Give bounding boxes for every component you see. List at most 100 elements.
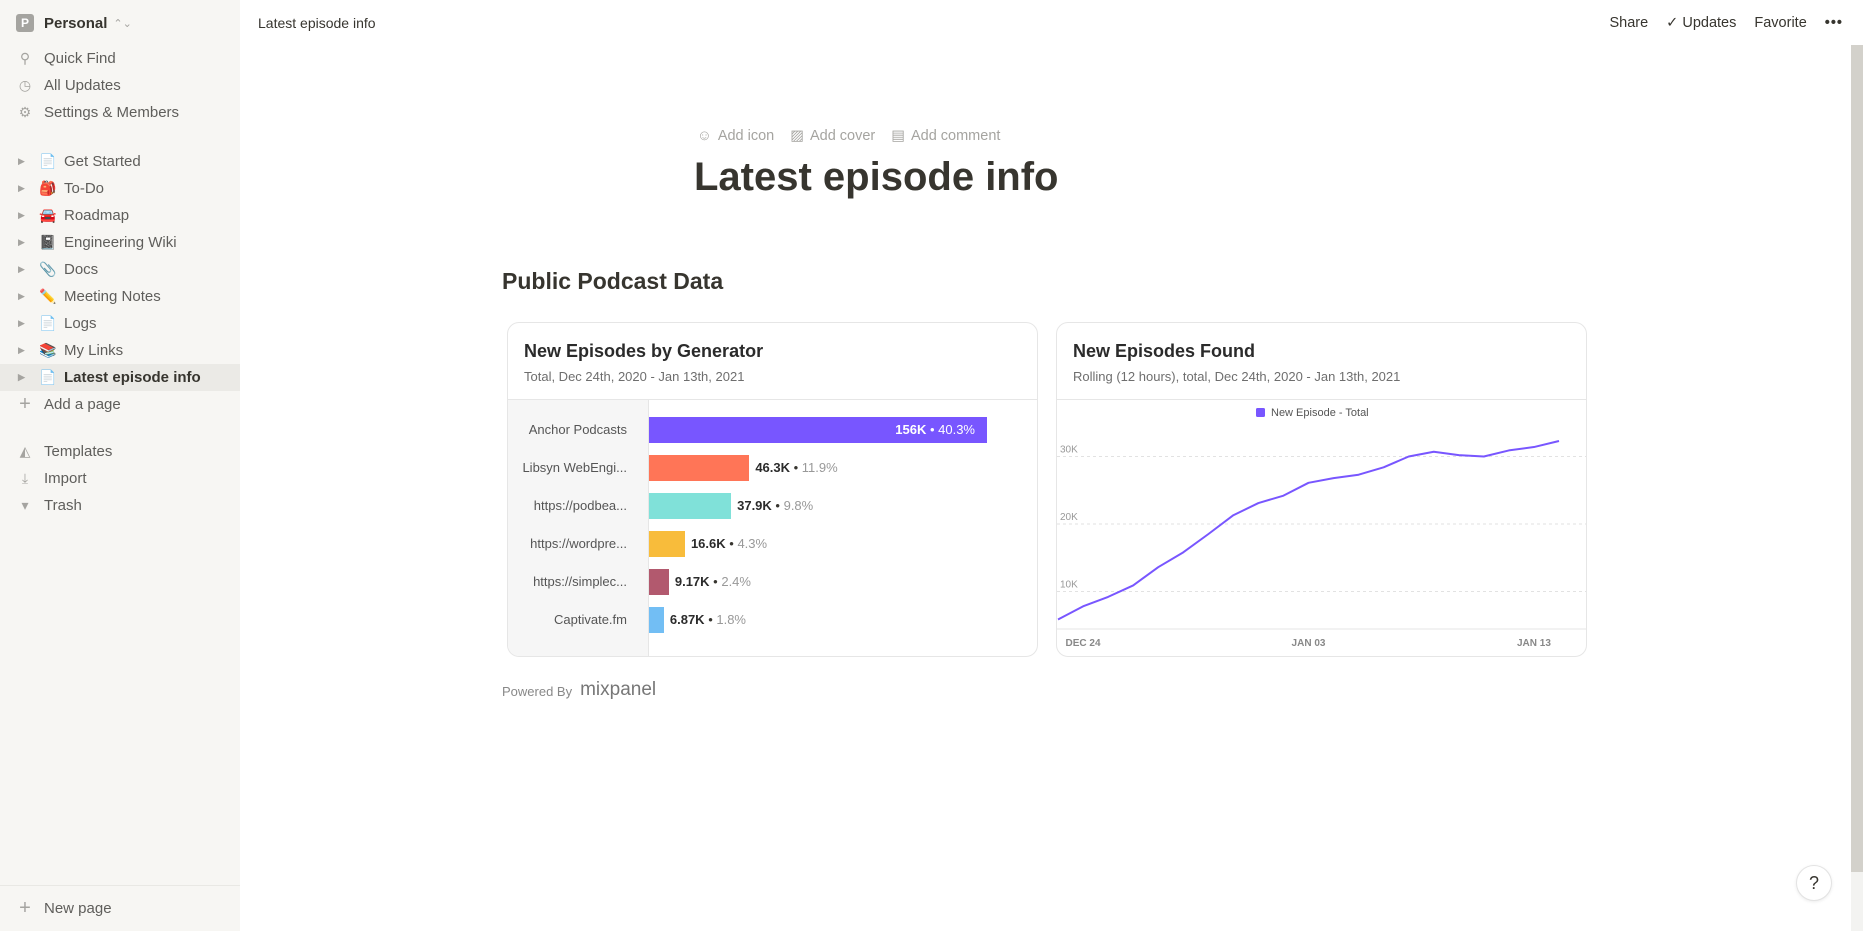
- percent-label: 1.8%: [716, 612, 746, 627]
- new-page-button[interactable]: + New page: [0, 885, 240, 931]
- percent-label: 4.3%: [737, 536, 768, 551]
- y-tick-label: 30K: [1060, 445, 1078, 456]
- plus-icon: +: [19, 897, 31, 919]
- more-icon[interactable]: •••: [1824, 14, 1843, 31]
- share-button[interactable]: Share: [1609, 14, 1649, 31]
- page-title[interactable]: Latest episode info: [694, 155, 1059, 199]
- trash-icon: ▾: [21, 497, 29, 513]
- expand-triangle-icon[interactable]: ▶: [18, 156, 25, 166]
- bar-value-label: 6.87K • 1.8%: [670, 612, 746, 627]
- chevron-updown-icon: ⌃⌄: [113, 17, 132, 30]
- x-tick-label: JAN 13: [1517, 638, 1551, 649]
- page-emoji-icon: 📓: [39, 234, 57, 250]
- clock-icon: ◷: [18, 77, 32, 93]
- sidebar-item-quick-find[interactable]: ⚲ Quick Find: [0, 45, 240, 72]
- bar[interactable]: [649, 569, 669, 595]
- sidebar-item-settings-members[interactable]: ⚙ Settings & Members: [0, 99, 240, 126]
- workspace-switcher[interactable]: P Personal ⌃⌄: [16, 12, 132, 34]
- expand-triangle-icon[interactable]: ▶: [18, 372, 25, 382]
- sidebar-item-label: Meeting Notes: [64, 288, 161, 305]
- sidebar-page-get-started[interactable]: ▶ 📄 Get Started: [0, 148, 240, 175]
- expand-triangle-icon[interactable]: ▶: [18, 264, 25, 274]
- updates-button[interactable]: ✓ Updates: [1666, 15, 1736, 31]
- bar-value-label: 37.9K • 9.8%: [737, 498, 813, 513]
- sidebar-item-label: Templates: [44, 443, 113, 460]
- favorite-button[interactable]: Favorite: [1754, 14, 1807, 31]
- sidebar-item-label: Roadmap: [64, 207, 130, 224]
- chart-title: New Episodes Found: [1073, 341, 1256, 361]
- category-label: https://wordpre...: [530, 536, 627, 551]
- bar[interactable]: [649, 531, 685, 557]
- x-tick-label: DEC 24: [1066, 638, 1101, 649]
- sidebar-page-to-do[interactable]: ▶ 🎒 To-Do: [0, 175, 240, 202]
- sidebar-item-all-updates[interactable]: ◷ All Updates: [0, 72, 240, 99]
- separator-dot: •: [771, 498, 784, 513]
- add-icon-label: Add icon: [717, 128, 775, 144]
- bar[interactable]: [649, 607, 664, 633]
- comment-icon: ▤: [891, 128, 905, 144]
- check-icon: ✓: [1666, 14, 1683, 31]
- expand-triangle-icon[interactable]: ▶: [18, 291, 25, 301]
- add-comment-button[interactable]: ▤ Add comment: [891, 128, 1000, 144]
- category-label-column: [508, 400, 649, 656]
- page-meta-actions: ☺ Add icon ▨ Add cover ▤ Add comment: [697, 128, 1000, 144]
- add-icon-button[interactable]: ☺ Add icon: [697, 128, 774, 144]
- plus-icon: +: [19, 393, 31, 415]
- expand-triangle-icon[interactable]: ▶: [18, 345, 25, 355]
- updates-label: Updates: [1682, 14, 1737, 31]
- sidebar-page-logs[interactable]: ▶ 📄 Logs: [0, 310, 240, 337]
- line-chart-card: New Episodes Found Rolling (12 hours), t…: [1056, 322, 1587, 657]
- category-label: Captivate.fm: [554, 612, 627, 627]
- sidebar-item-trash[interactable]: ▾ Trash: [0, 492, 240, 519]
- add-cover-label: Add cover: [809, 128, 876, 144]
- bar[interactable]: [649, 455, 750, 481]
- add-comment-label: Add comment: [910, 128, 1001, 144]
- series-line[interactable]: [1057, 440, 1560, 621]
- powered-by: Powered By mixpanel: [502, 677, 657, 700]
- workspace-avatar: P: [16, 14, 34, 32]
- scrollbar-thumb[interactable]: [1851, 45, 1863, 872]
- sidebar-item-label: Get Started: [64, 153, 141, 170]
- value-label: 37.9K: [737, 498, 772, 513]
- new-page-label: New page: [44, 900, 112, 917]
- sidebar-page-latest-episode-info[interactable]: ▶ 📄 Latest episode info: [0, 364, 240, 391]
- page-emoji-icon: 📄: [39, 315, 57, 331]
- section-heading: Public Podcast Data: [502, 268, 724, 294]
- sidebar-item-label: My Links: [64, 342, 124, 359]
- mixpanel-logo[interactable]: mixpanel: [580, 679, 657, 700]
- sidebar-item-import[interactable]: ⤓ Import: [0, 465, 240, 492]
- sidebar-page-my-links[interactable]: ▶ 📚 My Links: [0, 337, 240, 364]
- legend-label[interactable]: New Episode - Total: [1271, 407, 1369, 419]
- page-emoji-icon: 📄: [39, 369, 57, 385]
- sidebar-page-meeting-notes[interactable]: ▶ ✏️ Meeting Notes: [0, 283, 240, 310]
- sidebar: P Personal ⌃⌄ ⚲ Quick Find ◷ All Updates ⚙ Se…: [0, 0, 240, 931]
- templates-icon: ◭: [19, 443, 31, 459]
- scrollbar[interactable]: [1851, 45, 1863, 931]
- sidebar-page-engineering-wiki[interactable]: ▶ 📓 Engineering Wiki: [0, 229, 240, 256]
- sidebar-item-templates[interactable]: ◭ Templates: [0, 438, 240, 465]
- expand-triangle-icon[interactable]: ▶: [18, 237, 25, 247]
- percent-label: 9.8%: [783, 498, 814, 513]
- value-label: 9.17K: [674, 574, 710, 589]
- sidebar-page-docs[interactable]: ▶ 📎 Docs: [0, 256, 240, 283]
- bar[interactable]: [649, 417, 987, 443]
- sidebar-item-label: Quick Find: [44, 50, 116, 67]
- expand-triangle-icon[interactable]: ▶: [18, 210, 25, 220]
- breadcrumb[interactable]: Latest episode info: [258, 14, 376, 31]
- bar-value-label: 16.6K • 4.3%: [691, 536, 767, 551]
- separator-dot: •: [790, 460, 802, 475]
- add-page-button[interactable]: + Add a page: [0, 391, 240, 418]
- sidebar-item-label: Docs: [64, 261, 99, 278]
- topbar: Latest episode info Share ✓ Updates Favo…: [240, 0, 1863, 45]
- line-chart: New Episode - Total 10K 20K 30K DEC 24 JAN 03…: [1057, 407, 1586, 649]
- bar[interactable]: [649, 493, 732, 519]
- add-cover-button[interactable]: ▨ Add cover: [790, 128, 875, 144]
- expand-triangle-icon[interactable]: ▶: [18, 318, 25, 328]
- category-label: https://simplec...: [533, 574, 627, 589]
- sidebar-page-roadmap[interactable]: ▶ 🚘 Roadmap: [0, 202, 240, 229]
- percent-label: 40.3%: [938, 422, 975, 437]
- sidebar-item-label: All Updates: [44, 77, 121, 94]
- help-button[interactable]: ?: [1796, 865, 1832, 901]
- sidebar-item-label: Settings & Members: [44, 104, 180, 121]
- expand-triangle-icon[interactable]: ▶: [18, 183, 25, 193]
